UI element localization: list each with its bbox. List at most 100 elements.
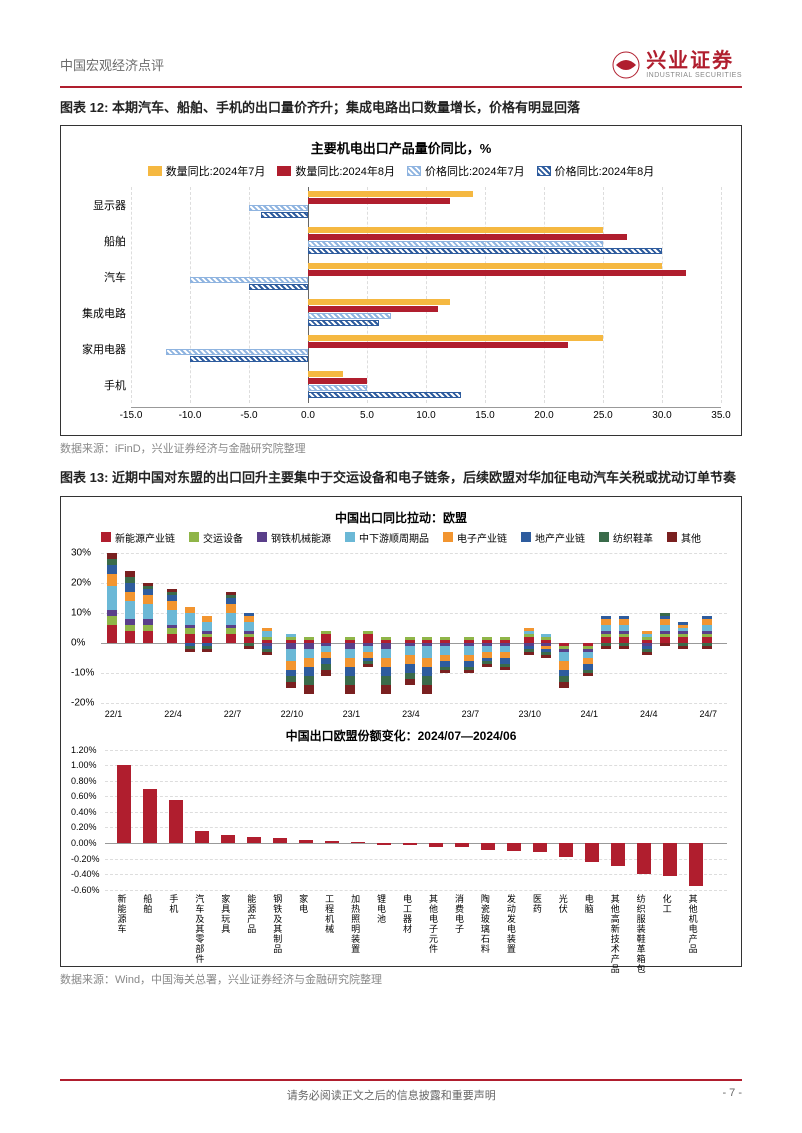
stack-seg: [125, 625, 135, 631]
stack-seg: [185, 649, 195, 652]
stack-seg: [107, 565, 117, 574]
axis-tick: -5.0: [240, 410, 257, 421]
bar: [169, 800, 183, 843]
stack-seg: [601, 634, 611, 637]
stack-seg: [107, 625, 117, 643]
hbar: [308, 198, 450, 204]
x-axis-label: 消费电子: [453, 894, 466, 934]
bar: [559, 843, 573, 857]
x-axis-label: 加热照明装置: [349, 894, 362, 954]
fig12-chart: 主要机电出口产品量价同比，% 数量同比:2024年7月数量同比:2024年8月价…: [60, 125, 742, 436]
stack-seg: [381, 667, 391, 676]
hbar: [249, 284, 308, 290]
stack-seg: [541, 655, 551, 658]
stack-seg: [262, 652, 272, 655]
stack-seg: [660, 634, 670, 637]
legend-label: 中下游顺周期品: [359, 530, 429, 545]
fig13-charts: 中国出口同比拉动：欧盟 新能源产业链交运设备钢铁机械能源中下游顺周期品电子产业链…: [60, 496, 742, 967]
stack-seg: [464, 646, 474, 655]
x-axis-label: 发动发电装置: [505, 894, 518, 954]
stack-seg: [678, 625, 688, 628]
bar: [611, 843, 625, 866]
stack-seg: [381, 676, 391, 685]
legend-swatch: [599, 532, 609, 542]
legend-item: 新能源产业链: [101, 530, 175, 545]
stack-seg: [226, 595, 236, 598]
category-label: 手机: [71, 377, 126, 393]
stack-seg: [202, 634, 212, 637]
stack-seg: [601, 646, 611, 649]
stack-seg: [642, 637, 652, 640]
stack-seg: [226, 598, 236, 604]
bar: [663, 843, 677, 876]
stack-seg: [345, 637, 355, 640]
x-axis-label: 钢铁及其制品: [271, 894, 284, 954]
legend-swatch: [257, 532, 267, 542]
hbar: [308, 263, 662, 269]
axis-tick: 0.0: [301, 410, 315, 421]
stack-seg: [321, 634, 331, 643]
legend-item: 钢铁机械能源: [257, 530, 331, 545]
x-axis-label: 家电: [297, 894, 310, 914]
stack-seg: [107, 586, 117, 610]
hbar: [308, 299, 450, 305]
stack-seg: [524, 634, 534, 637]
axis-tick: -10.0: [179, 410, 202, 421]
stack-seg: [125, 619, 135, 625]
y-axis-label: 1.00%: [71, 760, 97, 770]
stack-seg: [660, 631, 670, 634]
stack-seg: [244, 631, 254, 634]
stack-seg: [202, 649, 212, 652]
stack-seg: [107, 559, 117, 565]
hbar: [190, 277, 308, 283]
legend-label: 钢铁机械能源: [271, 530, 331, 545]
fig13a-title: 中国出口同比拉动：欧盟: [71, 509, 731, 526]
hbar-row: 集成电路: [131, 295, 721, 331]
y-axis-label: -10%: [71, 667, 94, 678]
x-axis-label: 能源产品: [245, 894, 258, 934]
stack-seg: [226, 592, 236, 595]
stack-seg: [125, 592, 135, 601]
hbar: [190, 356, 308, 362]
page-footer: 请务必阅读正文之后的信息披露和重要声明 - 7 -: [60, 1079, 742, 1103]
y-axis-label: -0.60%: [71, 885, 100, 895]
y-axis-label: 30%: [71, 547, 91, 558]
stack-seg: [143, 619, 153, 625]
fig13b-title: 中国出口欧盟份额变化：2024/07—2024/06: [71, 727, 731, 744]
stack-seg: [185, 628, 195, 634]
stack-seg: [244, 622, 254, 631]
stack-seg: [422, 676, 432, 685]
x-axis-label: 22/4: [164, 709, 182, 719]
stack-seg: [524, 631, 534, 634]
stack-seg: [244, 634, 254, 637]
stack-seg: [702, 625, 712, 631]
stack-seg: [464, 637, 474, 640]
x-axis-label: 电脑: [583, 894, 596, 914]
stack-seg: [125, 631, 135, 643]
stack-seg: [559, 682, 569, 688]
stack-seg: [482, 664, 492, 667]
stack-seg: [286, 649, 296, 661]
stack-seg: [702, 616, 712, 619]
fig12-legend: 数量同比:2024年7月数量同比:2024年8月价格同比:2024年7月价格同比…: [71, 163, 731, 179]
hbar: [308, 378, 367, 384]
bar: [689, 843, 703, 886]
stack-seg: [405, 664, 415, 673]
stack-seg: [143, 595, 153, 604]
stack-seg: [185, 634, 195, 643]
hbar: [249, 205, 308, 211]
axis-tick: 5.0: [360, 410, 374, 421]
x-axis-label: 化工: [661, 894, 674, 914]
y-axis-label: -0.40%: [71, 869, 100, 879]
hbar: [308, 248, 662, 254]
legend-swatch: [667, 532, 677, 542]
axis-tick: 20.0: [534, 410, 553, 421]
stack-seg: [619, 631, 629, 634]
fig12-x-axis: -15.0-10.0-5.00.05.010.015.020.025.030.0…: [131, 407, 721, 427]
stack-seg: [678, 622, 688, 625]
hbar: [308, 270, 686, 276]
stack-seg: [678, 631, 688, 634]
x-axis-label: 汽车及其零部件: [193, 894, 206, 964]
category-label: 显示器: [71, 197, 126, 213]
stack-seg: [262, 631, 272, 637]
